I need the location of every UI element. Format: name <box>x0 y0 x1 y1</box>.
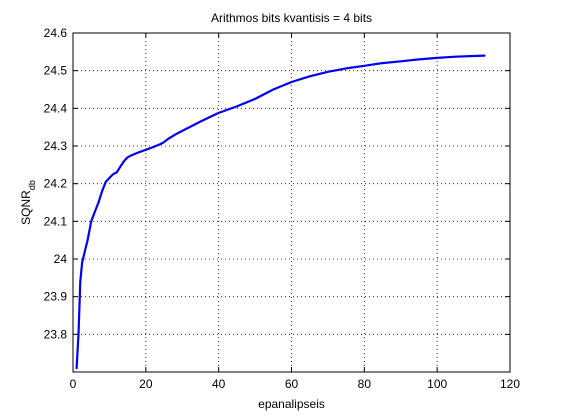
y-axis-label-main: SQNR <box>19 190 33 225</box>
x-tick-label: 60 <box>285 377 299 391</box>
y-tick-label: 23.9 <box>44 290 68 304</box>
x-axis-label: epanalipseis <box>258 397 325 411</box>
x-tick-label: 80 <box>358 377 372 391</box>
y-tick-label: 24.6 <box>44 26 68 40</box>
y-tick-label: 24.3 <box>44 139 68 153</box>
x-tick-label: 20 <box>139 377 153 391</box>
x-tick-label: 120 <box>500 377 520 391</box>
x-tick-label: 100 <box>427 377 447 391</box>
x-tick-label: 40 <box>212 377 226 391</box>
y-tick-label: 24.4 <box>44 101 68 115</box>
series-line <box>77 56 485 369</box>
y-tick-label: 24.2 <box>44 177 68 191</box>
y-axis-label-subscript: db <box>27 180 37 190</box>
y-axis-label: SQNRdb <box>19 180 37 225</box>
y-tick-label: 23.8 <box>44 327 68 341</box>
y-tick-label: 24.1 <box>44 214 68 228</box>
chart-title: Arithmos bits kvantisis = 4 bits <box>211 11 372 25</box>
grid-lines <box>73 33 510 372</box>
x-tick-label: 0 <box>70 377 77 391</box>
tick-labels: 0 20 40 60 80 100 120 23.8 23.9 24 24.1 24.2 24.3 24.… <box>44 26 521 391</box>
y-tick-label: 24.5 <box>44 64 68 78</box>
y-tick-label: 24 <box>54 252 68 266</box>
